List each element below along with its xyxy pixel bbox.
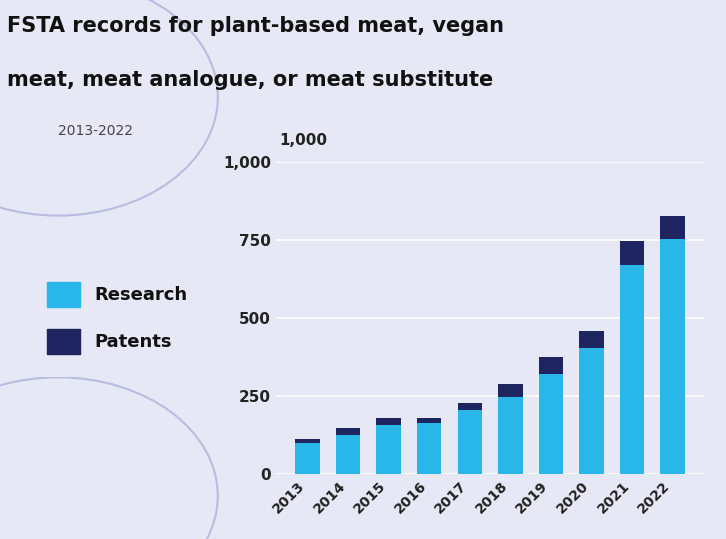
- Bar: [539, 357, 563, 374]
- Text: FSTA records for plant-based meat, vegan: FSTA records for plant-based meat, vegan: [7, 16, 505, 36]
- Bar: [457, 403, 482, 410]
- Bar: [457, 410, 482, 474]
- Bar: [620, 241, 644, 266]
- Legend: Research, Patents: Research, Patents: [38, 273, 196, 363]
- Bar: [498, 384, 523, 397]
- Bar: [620, 266, 644, 474]
- Bar: [417, 423, 441, 474]
- Bar: [661, 216, 685, 239]
- Bar: [336, 436, 360, 474]
- Bar: [377, 418, 401, 425]
- Bar: [579, 348, 603, 474]
- Text: 1,000: 1,000: [280, 133, 327, 148]
- Bar: [539, 374, 563, 474]
- Bar: [661, 239, 685, 474]
- Bar: [295, 439, 319, 443]
- Bar: [295, 443, 319, 474]
- Bar: [336, 429, 360, 436]
- Text: 2013-2022: 2013-2022: [58, 124, 133, 138]
- Bar: [417, 418, 441, 423]
- Bar: [377, 425, 401, 474]
- Bar: [579, 330, 603, 348]
- Text: meat, meat analogue, or meat substitute: meat, meat analogue, or meat substitute: [7, 70, 494, 90]
- Bar: [498, 397, 523, 474]
